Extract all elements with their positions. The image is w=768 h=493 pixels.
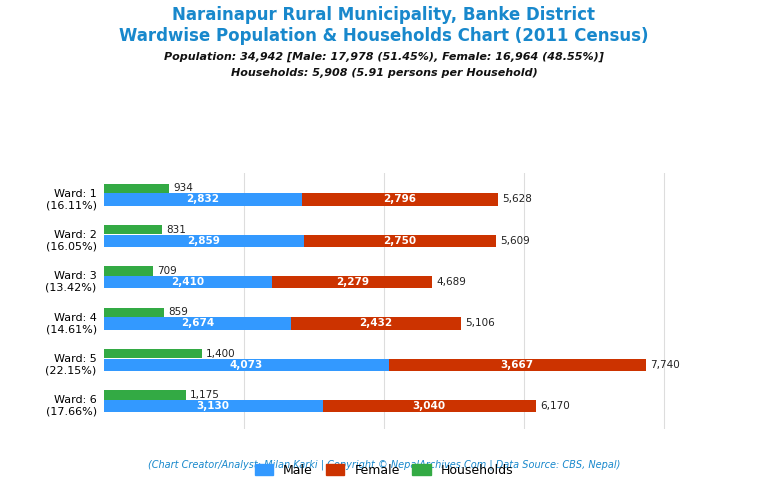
Text: 2,410: 2,410 bbox=[171, 277, 204, 287]
Bar bbox=[323, 400, 536, 412]
Bar bbox=[104, 308, 164, 317]
Bar bbox=[304, 235, 496, 247]
Bar bbox=[104, 225, 162, 234]
Legend: Male, Female, Households: Male, Female, Households bbox=[250, 459, 518, 482]
Text: 2,832: 2,832 bbox=[187, 194, 220, 205]
Text: 5,106: 5,106 bbox=[465, 318, 495, 328]
Text: Households: 5,908 (5.91 persons per Household): Households: 5,908 (5.91 persons per Hous… bbox=[230, 68, 538, 78]
Text: Narainapur Rural Municipality, Banke District: Narainapur Rural Municipality, Banke Dis… bbox=[173, 6, 595, 24]
Text: 5,609: 5,609 bbox=[501, 236, 531, 246]
Text: 2,432: 2,432 bbox=[359, 318, 392, 328]
Text: Population: 34,942 [Male: 17,978 (51.45%), Female: 16,964 (48.55%)]: Population: 34,942 [Male: 17,978 (51.45%… bbox=[164, 52, 604, 62]
Bar bbox=[104, 184, 169, 193]
Text: 4,689: 4,689 bbox=[436, 277, 466, 287]
Bar bbox=[104, 317, 291, 330]
Text: 1,175: 1,175 bbox=[190, 390, 220, 400]
Bar bbox=[104, 358, 389, 371]
Bar bbox=[104, 400, 323, 412]
Text: (Chart Creator/Analyst: Milan Karki | Copyright © NepalArchives.Com | Data Sourc: (Chart Creator/Analyst: Milan Karki | Co… bbox=[147, 459, 621, 470]
Text: 2,674: 2,674 bbox=[180, 318, 214, 328]
Text: 859: 859 bbox=[168, 307, 188, 317]
Text: 709: 709 bbox=[157, 266, 177, 276]
Bar bbox=[104, 235, 304, 247]
Bar bbox=[389, 358, 646, 371]
Text: 5,628: 5,628 bbox=[502, 194, 532, 205]
Bar bbox=[291, 317, 462, 330]
Text: Wardwise Population & Households Chart (2011 Census): Wardwise Population & Households Chart (… bbox=[119, 27, 649, 45]
Text: 3,040: 3,040 bbox=[412, 401, 446, 411]
Text: 2,279: 2,279 bbox=[336, 277, 369, 287]
Bar bbox=[104, 276, 273, 288]
Text: 6,170: 6,170 bbox=[540, 401, 570, 411]
Text: 3,130: 3,130 bbox=[197, 401, 230, 411]
Text: 2,750: 2,750 bbox=[383, 236, 417, 246]
Bar bbox=[104, 349, 202, 358]
Bar bbox=[104, 390, 186, 399]
Text: 934: 934 bbox=[174, 183, 194, 193]
Text: 7,740: 7,740 bbox=[650, 360, 680, 370]
Text: 1,400: 1,400 bbox=[206, 349, 236, 358]
Bar bbox=[104, 193, 302, 206]
Bar bbox=[302, 193, 498, 206]
Text: 3,667: 3,667 bbox=[501, 360, 534, 370]
Text: 2,796: 2,796 bbox=[383, 194, 416, 205]
Text: 4,073: 4,073 bbox=[230, 360, 263, 370]
Bar bbox=[273, 276, 432, 288]
Text: 831: 831 bbox=[166, 225, 186, 235]
Text: 2,859: 2,859 bbox=[187, 236, 220, 246]
Bar bbox=[104, 266, 154, 276]
